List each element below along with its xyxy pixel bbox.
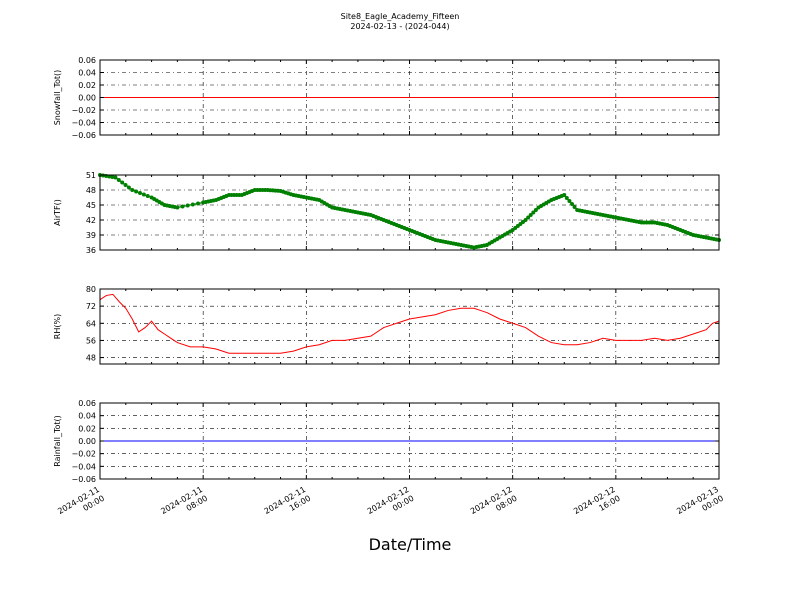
data-point — [528, 213, 533, 217]
panel-3: 48 56 64 72 80 RH(%) — [53, 285, 720, 365]
data-point — [190, 202, 195, 207]
data-point — [130, 188, 135, 192]
data-point — [180, 204, 185, 209]
y-axis-label: AirTF() — [53, 199, 62, 226]
data-point — [116, 178, 121, 182]
y-tick-label: 56 — [86, 336, 96, 345]
panel-4: −0.06 −0.04 −0.02 0.00 0.02 0.04 0.06 Rainfall_… — [53, 399, 720, 484]
data-point — [526, 215, 531, 220]
x-tick-label: 2024-02-1300:00 — [675, 485, 725, 525]
y-tick-label: 0.00 — [78, 437, 96, 446]
y-axis-label: RH(%) — [53, 314, 62, 339]
series-markers — [98, 173, 721, 250]
chart-title: Site8_Eagle_Academy_Fifteen — [341, 12, 460, 21]
y-axis-label: Snowfall_Tot() — [53, 70, 62, 126]
panel-1: −0.06 −0.04 −0.02 0.00 0.02 0.04 0.06 Snowfall_… — [53, 56, 720, 140]
y-tick-label: 0.02 — [78, 81, 96, 90]
data-point — [185, 203, 190, 208]
data-point — [562, 193, 567, 197]
x-tick-label: 2024-02-1208:00 — [469, 485, 519, 525]
y-tick-label: −0.02 — [71, 106, 96, 115]
data-point — [175, 205, 180, 210]
x-tick-label: 2024-02-1100:00 — [56, 485, 106, 525]
y-tick-label: 72 — [86, 302, 96, 311]
panel-2: 36 39 42 45 48 51 AirTF() — [53, 171, 721, 255]
data-point — [120, 180, 125, 185]
y-tick-label: 0.00 — [78, 94, 96, 103]
data-point — [110, 175, 115, 179]
y-tick-label: 36 — [86, 246, 96, 255]
y-tick-label: 48 — [86, 186, 96, 195]
y-tick-label: 0.06 — [78, 56, 96, 65]
data-point — [145, 194, 150, 198]
x-tick-label: 2024-02-1200:00 — [366, 485, 416, 525]
y-axis-label: Rainfall_Tot() — [53, 415, 62, 467]
y-tick-label: 45 — [86, 201, 96, 210]
data-point — [134, 189, 139, 194]
x-axis-label: Date/Time — [369, 535, 452, 554]
y-tick-label: 0.06 — [78, 399, 96, 408]
data-point — [523, 218, 528, 222]
y-tick-label: 0.04 — [78, 69, 96, 78]
y-tick-label: 48 — [86, 354, 96, 363]
data-point — [196, 201, 201, 206]
chart-subtitle: 2024-02-13 - (2024-044) — [350, 22, 449, 31]
y-tick-label: 64 — [86, 319, 96, 328]
data-point — [123, 183, 128, 187]
y-tick-label: 42 — [86, 216, 96, 225]
data-point — [572, 205, 577, 209]
data-point — [137, 191, 142, 195]
x-tick-label: 2024-02-1116:00 — [263, 485, 313, 525]
data-point — [533, 208, 538, 212]
data-point — [113, 175, 118, 180]
y-tick-label: −0.02 — [71, 450, 96, 459]
data-point — [141, 192, 146, 197]
data-point — [564, 196, 569, 200]
series-line — [99, 293, 720, 354]
y-tick-label: −0.04 — [71, 462, 96, 471]
y-tick-label: −0.06 — [71, 131, 96, 140]
y-tick-label: 51 — [86, 171, 96, 180]
y-tick-label: −0.04 — [71, 119, 96, 128]
data-point — [531, 210, 536, 215]
x-tick-label: 2024-02-1108:00 — [159, 485, 209, 525]
y-tick-label: −0.06 — [71, 475, 96, 484]
y-tick-label: 80 — [86, 285, 96, 294]
y-tick-label: 39 — [86, 231, 96, 240]
data-point — [126, 185, 131, 190]
panels: −0.06 −0.04 −0.02 0.00 0.02 0.04 0.06 Snowfall_… — [53, 56, 721, 484]
x-tick-labels: 2024-02-1100:00 2024-02-1108:00 2024-02-11… — [56, 485, 725, 525]
x-tick-label: 2024-02-1216:00 — [572, 485, 622, 525]
y-tick-label: 0.02 — [78, 424, 96, 433]
data-point — [567, 199, 572, 203]
data-point — [569, 202, 574, 206]
y-tick-label: 0.04 — [78, 412, 96, 421]
